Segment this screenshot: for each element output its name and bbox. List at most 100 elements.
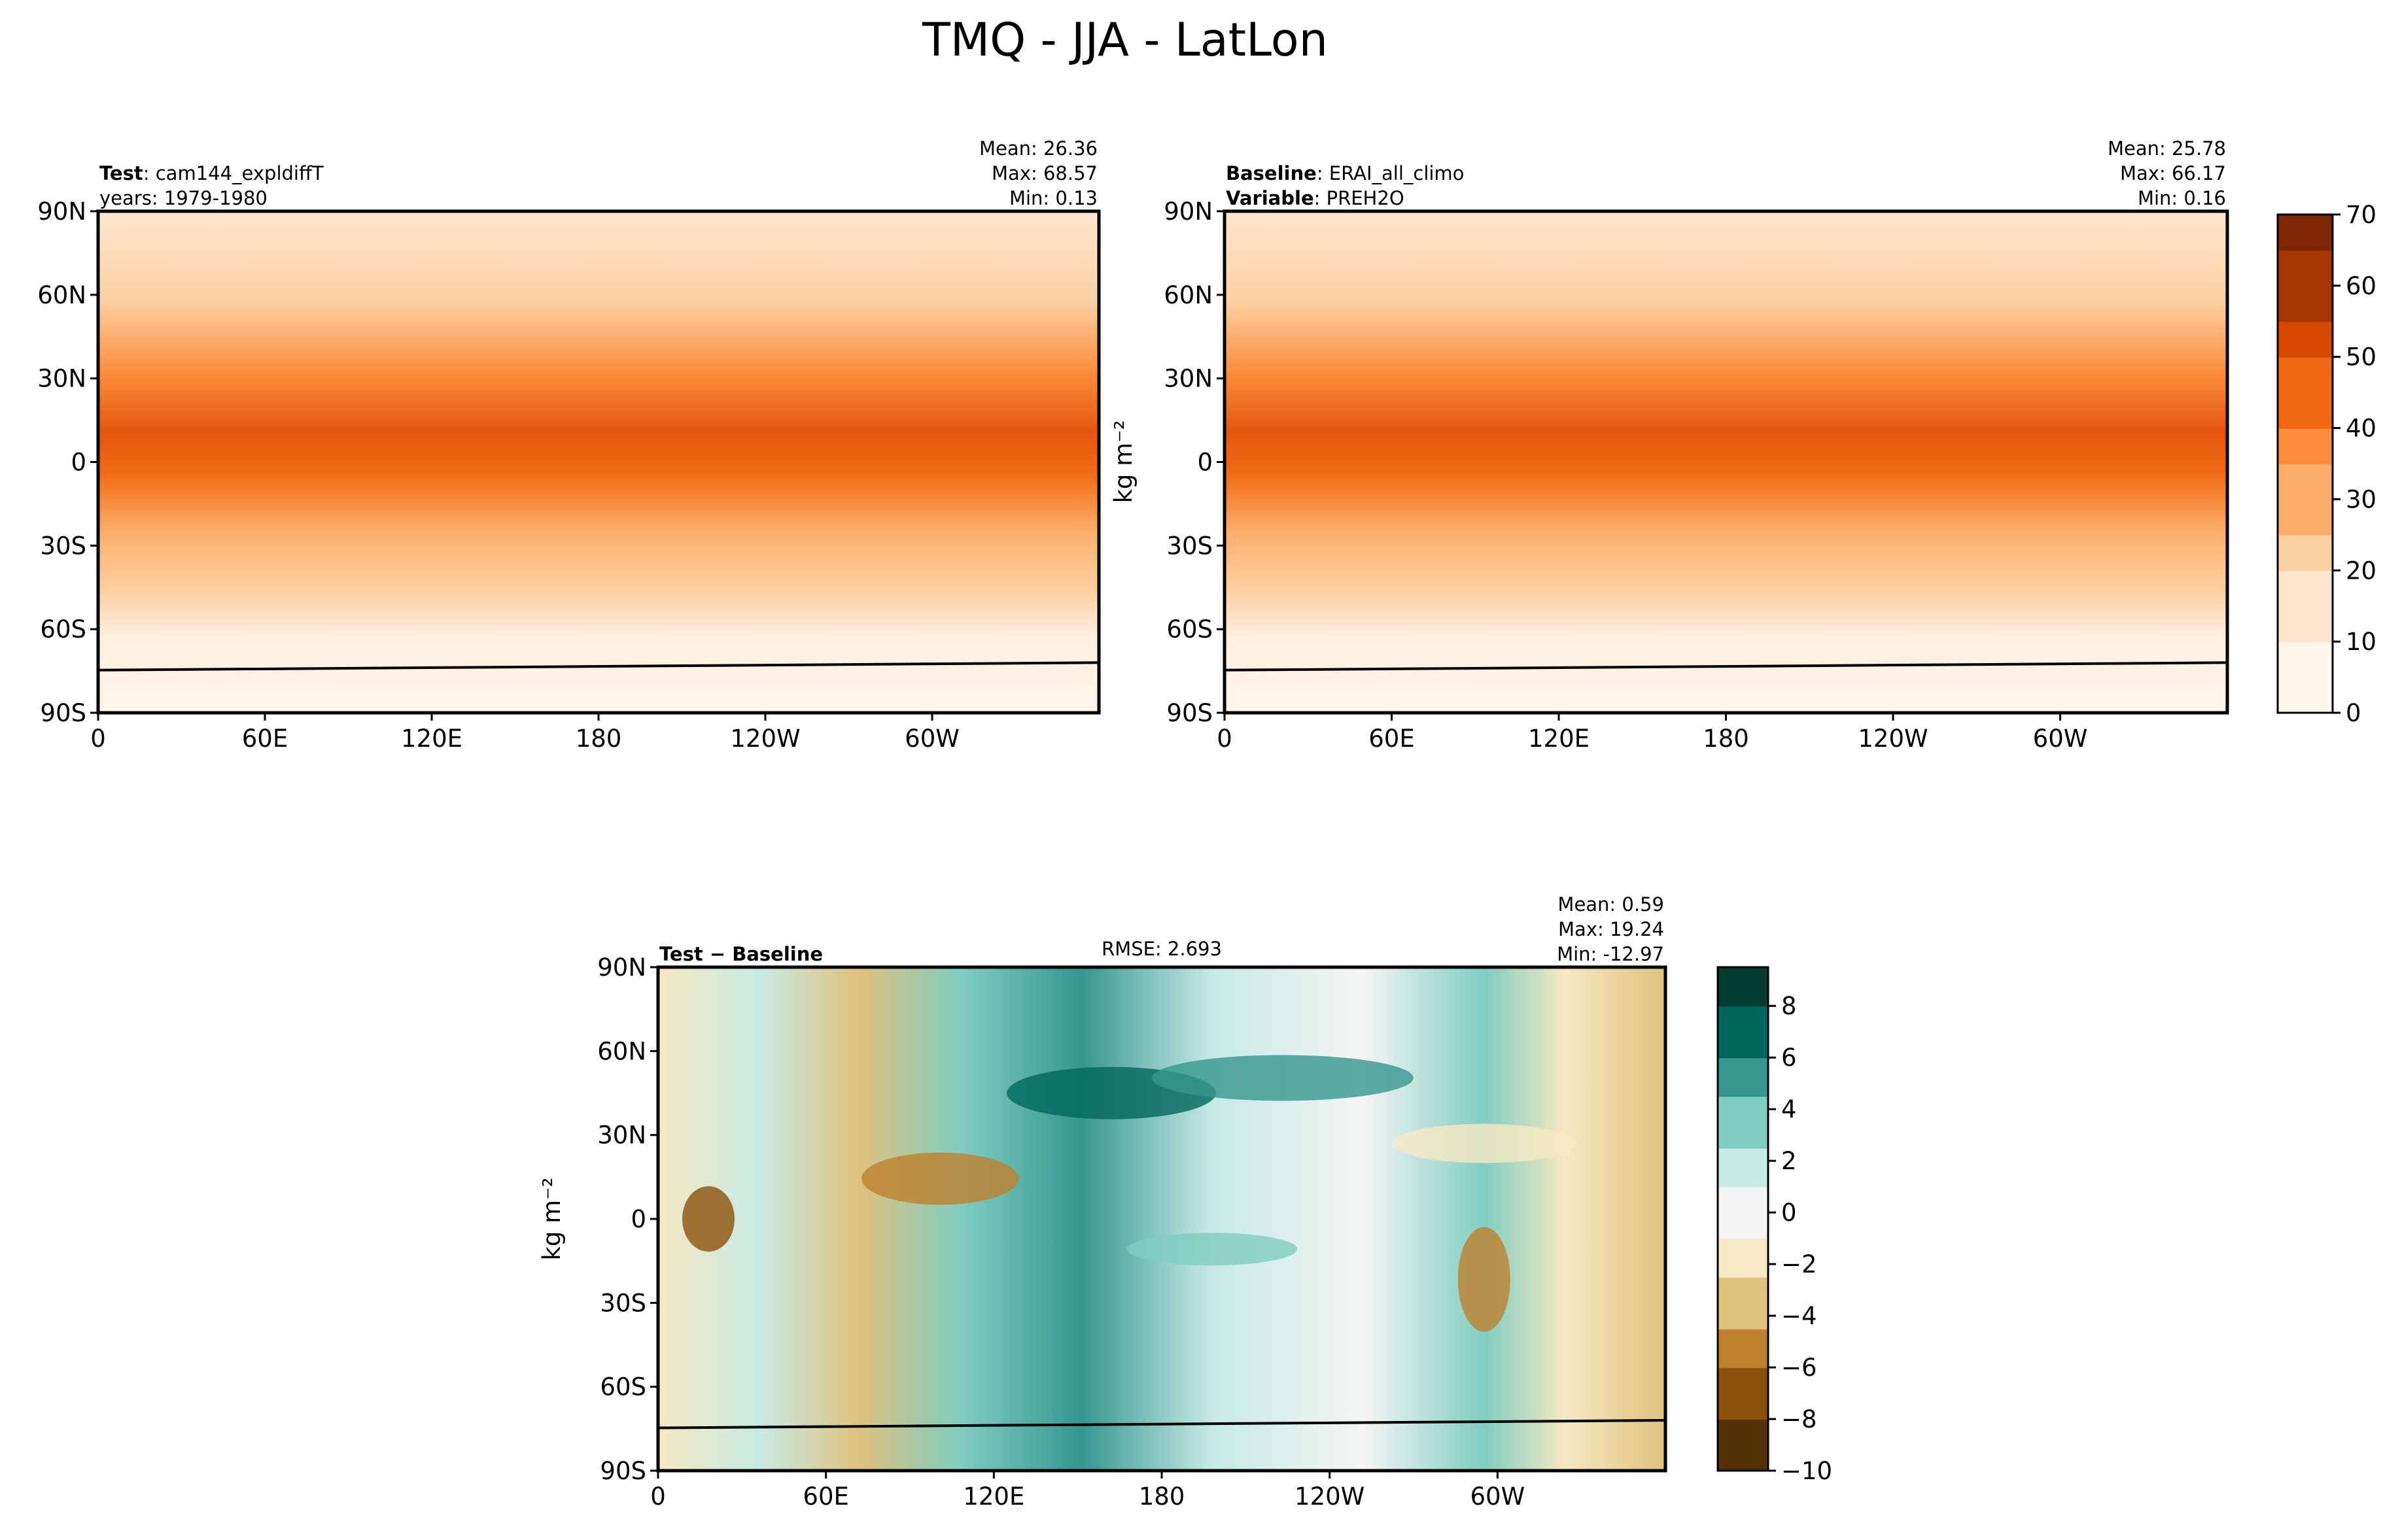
colorbar-level — [2278, 677, 2333, 713]
colorbar-level — [1718, 1018, 1768, 1033]
y-tick-label: 30N — [1164, 365, 1213, 393]
x-tick-label: 180 — [1139, 1482, 1185, 1511]
y-tick-label: 60N — [1164, 281, 1213, 309]
y-tick-label: 90N — [37, 197, 86, 226]
x-tick-label: 0 — [650, 1482, 666, 1511]
rmse-label: RMSE: 2.693 — [1102, 938, 1222, 960]
colorbar-tick-label: 0 — [1781, 1199, 1797, 1227]
colorbar-level — [1718, 1031, 1768, 1046]
colorbar-level — [1718, 1367, 1768, 1381]
y-tick-label: 90S — [40, 699, 86, 727]
colorbar-level — [1718, 1316, 1768, 1329]
colorbar-tick-label: 4 — [1781, 1095, 1797, 1123]
y-tick-label: 30N — [597, 1121, 646, 1150]
colorbar-level — [1718, 1238, 1768, 1252]
colorbar-level — [2278, 428, 2333, 464]
x-tick-label: 0 — [90, 725, 106, 753]
colorbar-level — [1718, 1419, 1768, 1433]
antarctica-coastline — [97, 661, 1100, 672]
colorbar-level — [2278, 285, 2333, 322]
y-tick-label: 30S — [600, 1289, 646, 1317]
colorbar-tick-label: 70 — [2346, 201, 2376, 229]
colorbar-tick-label: 8 — [1781, 992, 1797, 1020]
colorbar-level — [1718, 1431, 1768, 1446]
colorbar-level — [2278, 464, 2333, 500]
x-tick-label: 60E — [242, 725, 288, 753]
colorbar-level — [1718, 1161, 1768, 1174]
colorbar-level — [1718, 1096, 1768, 1110]
stat-0: Mean: 25.78 — [2108, 137, 2226, 160]
colorbar-level — [1718, 1225, 1768, 1239]
colorbar-tick-label: −4 — [1781, 1302, 1817, 1330]
x-tick-label: 60E — [803, 1482, 848, 1511]
colorbar-level — [1718, 1354, 1768, 1369]
colorbar-oranges: 0 10 20 30 40 50 60 70 kg m⁻² — [1109, 201, 2376, 727]
colorbar-level — [2278, 642, 2333, 678]
colorbar-level — [1718, 1173, 1768, 1188]
colorbar-level — [1718, 1135, 1768, 1149]
colorbar-level — [1718, 967, 1768, 981]
colorbar-level — [1718, 980, 1768, 994]
colorbar-level — [1718, 1109, 1768, 1123]
colorbar-level — [2278, 250, 2333, 286]
colorbar-level — [1718, 1458, 1768, 1471]
y-tick-label: 90N — [1164, 197, 1213, 226]
colorbar-level — [2278, 534, 2333, 572]
colorbar-level — [1718, 1044, 1768, 1059]
colorbar-level — [1718, 1341, 1768, 1356]
colorbar-frame — [2276, 213, 2334, 714]
anomaly-region — [861, 1152, 1019, 1205]
stat-1: Max: 68.57 — [992, 162, 1098, 184]
colorbar-tick-label: 20 — [2346, 556, 2376, 585]
colorbar-tick-label: 10 — [2346, 628, 2376, 656]
y-tick-label: 90S — [600, 1457, 646, 1485]
x-tick-label: 120E — [401, 725, 462, 753]
x-tick-label: 180 — [576, 725, 622, 753]
x-tick-label: 120W — [1295, 1482, 1365, 1511]
panel-header-line: Test: cam144_expldiffT — [99, 162, 324, 184]
y-tick-label: 90S — [1166, 699, 1213, 727]
colorbar-level — [2278, 570, 2333, 607]
panel-header-line: Test − Baseline — [659, 943, 823, 965]
anomaly-region — [1151, 1055, 1414, 1101]
colorbar-tick-label: 0 — [2346, 699, 2361, 727]
y-tick-label: 0 — [1197, 449, 1213, 477]
header-key: Variable — [1226, 187, 1314, 209]
x-tick-label: 60W — [905, 725, 960, 753]
header-value: years: 1979-1980 — [99, 187, 268, 209]
colorbar-level — [1718, 1445, 1768, 1459]
header-value: : PREH2O — [1314, 187, 1404, 209]
colorbar-label: kg m⁻² — [1109, 420, 1138, 503]
colorbar-level — [2278, 321, 2333, 358]
colorbar-level — [1718, 1264, 1768, 1278]
y-axis-label: kg m⁻² — [538, 1177, 566, 1260]
header-key: Test − Baseline — [659, 943, 823, 965]
stat-0: Mean: 26.36 — [979, 137, 1098, 160]
stat-2: Min: -12.97 — [1557, 943, 1664, 965]
colorbar-level — [1718, 993, 1768, 1007]
x-tick-label: 60E — [1368, 725, 1414, 753]
colorbar-level — [2278, 499, 2333, 536]
x-tick-label: 180 — [1703, 725, 1749, 753]
colorbar-level — [2278, 392, 2333, 429]
anomaly-region — [1392, 1123, 1576, 1163]
map-panel-test: 0 60E 120E 180 120W 60W 90N 60N 30N 0 30S 60S 90S Tes… — [37, 137, 1101, 753]
header-key: Test — [99, 162, 143, 184]
colorbar-tick-label: 30 — [2346, 485, 2376, 513]
map-field — [658, 967, 1665, 1471]
header-value: : ERAI_all_climo — [1317, 162, 1465, 184]
x-tick-label: 120E — [963, 1482, 1024, 1511]
colorbar-level — [1718, 1121, 1768, 1136]
map-field — [1225, 211, 2227, 713]
colorbar-tick-label: −6 — [1781, 1354, 1817, 1382]
colorbar-level — [1718, 1199, 1768, 1214]
stat-0: Mean: 0.59 — [1557, 893, 1664, 915]
colorbar-level — [1718, 1406, 1768, 1420]
x-tick-label: 60W — [1470, 1482, 1525, 1511]
colorbar-tick-label: 60 — [2346, 272, 2376, 300]
y-tick-label: 90N — [597, 953, 646, 982]
stat-1: Max: 66.17 — [2120, 162, 2226, 184]
colorbar-level — [1718, 1393, 1768, 1407]
y-tick-label: 60N — [597, 1037, 646, 1065]
colorbar-level — [2278, 606, 2333, 643]
